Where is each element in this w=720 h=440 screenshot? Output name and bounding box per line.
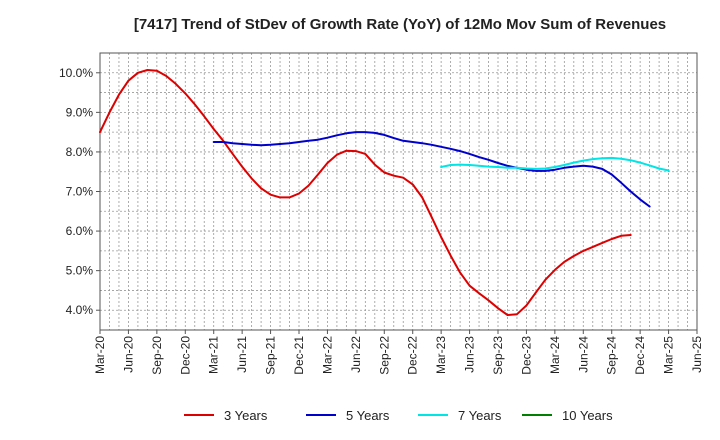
x-tick-label: Jun-25 [690,336,704,373]
x-tick-label: Sep-23 [491,336,505,375]
y-tick-label: 7.0% [66,185,94,199]
axes: 4.0% 5.0% 6.0% 7.0% 8.0% 9.0% 10.0% Mar-20 Jun-2… [59,52,704,375]
x-tick-label: Mar-25 [662,336,676,374]
x-tick-label: Jun-23 [463,336,477,373]
series-line-7-years [440,156,670,172]
x-tick-label: Jun-20 [121,336,135,373]
legend-label: 3 Years [224,408,268,423]
x-tick-label: Dec-22 [406,336,420,375]
y-tick-label: 9.0% [66,105,94,119]
y-tick-label: 4.0% [66,303,94,317]
x-tick-label: Mar-21 [207,336,221,374]
series-line-5-years [212,131,651,208]
series-line-3-years [99,69,632,316]
x-tick-label: Mar-22 [320,336,334,374]
y-tick-label: 5.0% [66,264,94,278]
x-tick-label: Dec-23 [519,336,533,375]
x-tick-label: Dec-20 [178,336,192,375]
y-tick-label: 10.0% [59,66,93,80]
x-tick-label: Mar-23 [434,336,448,374]
x-tick-label: Jun-24 [576,336,590,373]
x-tick-label: Sep-24 [605,336,619,375]
x-tick-label: Dec-24 [633,336,647,375]
y-tick-label: 8.0% [66,145,94,159]
grid [100,53,697,330]
series-lines [99,69,670,316]
legend-label: 7 Years [458,408,502,423]
legend: 3 Years 5 Years 7 Years 10 Years [184,408,613,423]
x-tick-label: Mar-20 [93,336,107,374]
legend-label: 5 Years [346,408,390,423]
x-tick-label: Dec-21 [292,336,306,375]
x-tick-label: Sep-21 [264,336,278,375]
chart-title: [7417] Trend of StDev of Growth Rate (Yo… [134,16,666,33]
x-tick-label: Jun-21 [235,336,249,373]
x-tick-label: Mar-24 [548,336,562,374]
y-tick-label: 6.0% [66,224,94,238]
x-tick-label: Jun-22 [349,336,363,373]
x-tick-label: Sep-22 [377,336,391,375]
legend-label: 10 Years [562,408,613,423]
x-tick-label: Sep-20 [150,336,164,375]
